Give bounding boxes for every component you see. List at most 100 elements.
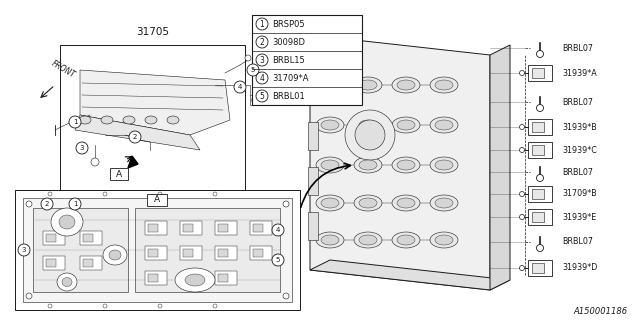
Ellipse shape	[435, 160, 453, 170]
Bar	[180, 246, 202, 260]
Circle shape	[26, 201, 32, 207]
Ellipse shape	[321, 80, 339, 90]
Bar	[252, 15, 362, 105]
Text: 31709*A: 31709*A	[272, 74, 308, 83]
Ellipse shape	[101, 116, 113, 124]
Bar	[110, 168, 128, 180]
Bar	[308, 212, 318, 240]
Text: 2: 2	[133, 134, 137, 140]
Text: 31709*B: 31709*B	[562, 189, 596, 198]
Circle shape	[247, 64, 259, 76]
Text: BRBL07: BRBL07	[562, 98, 593, 107]
Text: 30098D: 30098D	[272, 37, 305, 46]
Bar	[532, 263, 544, 273]
Circle shape	[158, 304, 162, 308]
Ellipse shape	[316, 232, 344, 248]
Ellipse shape	[392, 157, 420, 173]
Bar	[80, 231, 102, 245]
Bar	[33, 208, 128, 292]
Ellipse shape	[430, 157, 458, 173]
Ellipse shape	[430, 195, 458, 211]
Ellipse shape	[397, 80, 415, 90]
Circle shape	[213, 304, 217, 308]
Ellipse shape	[51, 208, 83, 236]
Text: 3: 3	[22, 247, 26, 253]
Ellipse shape	[354, 232, 382, 248]
Circle shape	[256, 18, 268, 30]
Polygon shape	[75, 115, 200, 150]
Text: BRBL01: BRBL01	[272, 92, 305, 100]
Circle shape	[48, 192, 52, 196]
Text: BRBL07: BRBL07	[562, 167, 593, 177]
Ellipse shape	[430, 232, 458, 248]
Bar	[532, 68, 544, 78]
Text: 2: 2	[260, 37, 264, 46]
Text: 5: 5	[260, 92, 264, 100]
Circle shape	[252, 98, 257, 102]
Text: A: A	[116, 170, 122, 179]
Bar	[148, 249, 158, 257]
Circle shape	[48, 304, 52, 308]
Text: 31939*C: 31939*C	[562, 146, 597, 155]
Circle shape	[91, 158, 99, 166]
Text: 5: 5	[251, 67, 255, 73]
Ellipse shape	[316, 157, 344, 173]
Bar	[528, 260, 552, 276]
Bar	[308, 167, 318, 195]
Bar	[250, 246, 272, 260]
Circle shape	[283, 293, 289, 299]
Circle shape	[103, 304, 107, 308]
Text: BRBL15: BRBL15	[272, 55, 305, 65]
Bar	[46, 234, 56, 242]
Bar	[215, 271, 237, 285]
Bar	[183, 249, 193, 257]
Circle shape	[283, 201, 289, 207]
Ellipse shape	[321, 198, 339, 208]
Bar	[148, 224, 158, 232]
Ellipse shape	[185, 274, 205, 286]
Circle shape	[245, 55, 251, 61]
Ellipse shape	[316, 195, 344, 211]
Bar	[46, 259, 56, 267]
Bar	[218, 274, 228, 282]
Text: 1: 1	[73, 201, 77, 207]
Bar	[218, 224, 228, 232]
Bar	[308, 77, 318, 105]
Ellipse shape	[359, 235, 377, 245]
Bar	[532, 122, 544, 132]
Circle shape	[272, 224, 284, 236]
Bar	[528, 209, 552, 225]
Circle shape	[158, 192, 162, 196]
Bar	[145, 246, 167, 260]
Circle shape	[103, 192, 107, 196]
Circle shape	[69, 116, 81, 128]
Text: 1: 1	[73, 119, 77, 125]
Ellipse shape	[59, 215, 75, 229]
Ellipse shape	[321, 120, 339, 130]
Ellipse shape	[316, 117, 344, 133]
Circle shape	[520, 70, 525, 76]
Ellipse shape	[167, 116, 179, 124]
Ellipse shape	[354, 117, 382, 133]
Ellipse shape	[321, 160, 339, 170]
Bar	[23, 198, 292, 302]
Ellipse shape	[109, 250, 121, 260]
Polygon shape	[310, 35, 490, 290]
Circle shape	[520, 148, 525, 153]
Bar	[15, 190, 300, 310]
Ellipse shape	[359, 120, 377, 130]
Bar	[183, 224, 193, 232]
Bar	[83, 259, 93, 267]
Ellipse shape	[79, 116, 91, 124]
Ellipse shape	[359, 80, 377, 90]
Text: 31939*B: 31939*B	[562, 123, 596, 132]
Text: 3: 3	[260, 55, 264, 65]
Text: 3: 3	[80, 145, 84, 151]
Bar	[528, 186, 552, 202]
Bar	[253, 224, 263, 232]
Text: FRONT: FRONT	[50, 59, 77, 80]
Circle shape	[345, 110, 395, 160]
Bar	[528, 65, 552, 81]
Ellipse shape	[145, 116, 157, 124]
Circle shape	[41, 198, 53, 210]
